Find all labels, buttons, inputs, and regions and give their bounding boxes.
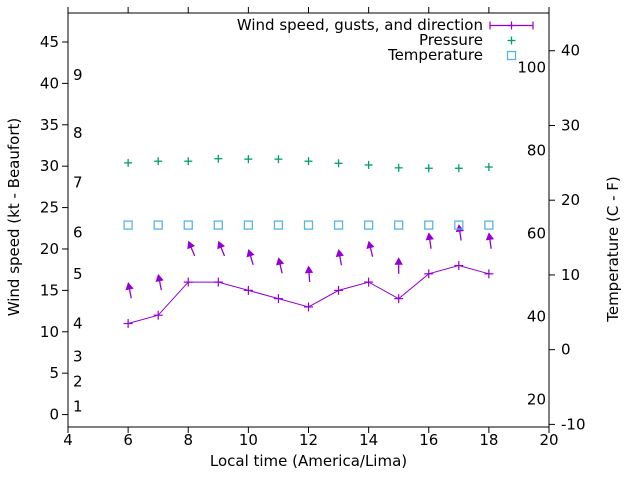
x-tick-label: 20: [539, 431, 558, 449]
x-tick-label: 4: [63, 431, 73, 449]
f-tick-label: 20: [527, 390, 546, 408]
legend-label-pressure: Pressure: [418, 31, 483, 49]
gust-arrow-head: [187, 240, 196, 250]
y-axis-title-right: Temperature (C - F): [604, 176, 622, 322]
beaufort-label: 9: [73, 66, 83, 84]
c-tick-label: 20: [561, 191, 580, 209]
beaufort-label: 6: [73, 223, 83, 241]
f-tick-label: 100: [517, 58, 546, 76]
gust-arrow-head: [366, 240, 375, 249]
gust-arrow-head: [304, 265, 314, 274]
c-tick-label: 40: [561, 42, 580, 60]
gust-arrow-head: [246, 248, 255, 258]
x-axis-title: Local time (America/Lima): [209, 452, 408, 470]
f-tick-label: 60: [527, 224, 546, 242]
x-tick-label: 8: [183, 431, 193, 449]
legend-label-temperature: Temperature: [387, 46, 483, 64]
kt-tick-label: 35: [40, 116, 59, 134]
temperature-marker: [213, 220, 223, 230]
gust-arrow-head: [335, 248, 345, 258]
gust-arrow-head: [276, 257, 285, 266]
beaufort-label: 7: [73, 174, 83, 192]
c-tick-label: 30: [561, 116, 580, 134]
temperature-marker: [303, 220, 314, 230]
kt-tick-label: 0: [49, 406, 59, 424]
x-tick-label: 18: [479, 431, 498, 449]
kt-tick-label: 5: [49, 364, 59, 382]
kt-tick-label: 30: [40, 157, 59, 175]
f-tick-label: 40: [527, 307, 546, 325]
beaufort-label: 1: [73, 397, 83, 415]
c-tick-label: 10: [561, 266, 580, 284]
kt-tick-label: 10: [40, 323, 59, 341]
gust-arrow-head: [455, 224, 465, 233]
beaufort-label: 5: [73, 265, 83, 283]
gust-arrow-head: [125, 282, 134, 291]
beaufort-label: 2: [73, 372, 83, 390]
c-tick-label: -10: [561, 415, 586, 433]
legend-sample-temperature: [506, 50, 517, 61]
y-axis-title-left: Wind speed (kt - Beaufort): [5, 117, 23, 317]
temperature-marker: [243, 220, 254, 230]
temperature-marker: [123, 220, 133, 230]
kt-tick-label: 25: [40, 199, 59, 217]
temperature-marker: [183, 220, 193, 230]
x-tick-label: 6: [123, 431, 133, 449]
temperature-marker: [424, 220, 434, 230]
temperature-marker: [454, 220, 464, 230]
kt-tick-label: 45: [40, 33, 59, 51]
legend: Wind speed, gusts, and direction Pressur…: [237, 18, 483, 63]
gust-arrow-head: [425, 232, 434, 241]
kt-tick-label: 20: [40, 240, 59, 258]
beaufort-label: 8: [73, 124, 83, 142]
temperature-marker: [484, 220, 494, 230]
legend-label-wind: Wind speed, gusts, and direction: [236, 16, 483, 34]
temperature-marker: [363, 220, 374, 230]
x-tick-label: 12: [299, 431, 318, 449]
temperature-marker: [273, 220, 284, 230]
x-tick-label: 16: [419, 431, 438, 449]
gust-arrow-head: [217, 240, 226, 250]
temperature-marker: [394, 220, 404, 230]
gust-arrow-head: [394, 257, 403, 265]
temperature-marker: [333, 220, 344, 230]
temperature-marker: [153, 220, 163, 230]
kt-tick-label: 15: [40, 281, 59, 299]
c-tick-label: 0: [561, 341, 571, 359]
plot-frame: [67, 12, 550, 428]
gust-arrow-head: [155, 273, 164, 282]
x-tick-label: 10: [239, 431, 258, 449]
f-tick-label: 80: [527, 141, 546, 159]
beaufort-label: 3: [73, 348, 83, 366]
x-tick-label: 14: [359, 431, 378, 449]
kt-tick-label: 40: [40, 74, 59, 92]
gust-arrow-head: [485, 232, 495, 241]
beaufort-label: 4: [73, 315, 83, 333]
